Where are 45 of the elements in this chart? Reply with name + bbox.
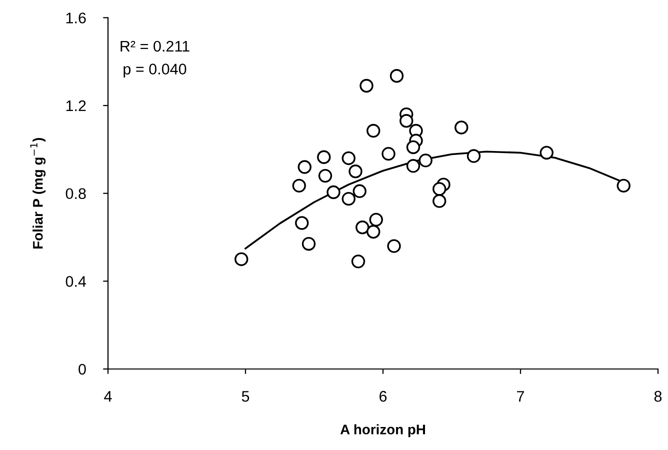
point (540, 146, 554, 160)
point (295, 216, 309, 230)
point (466, 149, 481, 163)
y-tick-label: 1.2 (66, 100, 86, 112)
point (366, 224, 380, 239)
x-axis-title: A horizon pH (340, 424, 426, 438)
point (348, 164, 362, 178)
annotation: p = 0.040 (124, 64, 186, 78)
annotation: R² = 0.211 (120, 40, 190, 52)
point (318, 168, 332, 183)
point (369, 212, 383, 227)
point (387, 239, 401, 253)
point (454, 120, 468, 134)
point (292, 178, 306, 193)
y-tick-label: 0.8 (66, 188, 86, 200)
point (317, 150, 331, 164)
point (342, 192, 356, 206)
point (418, 154, 432, 168)
point (616, 178, 630, 193)
point (382, 146, 396, 161)
point (366, 124, 380, 138)
point (234, 252, 248, 266)
point (432, 194, 446, 208)
x-tick-label: 6 (380, 390, 387, 402)
x-tick-label: 5 (242, 391, 250, 402)
point (356, 220, 370, 234)
point (351, 254, 366, 268)
y-tick-label: 0.4 (66, 276, 86, 287)
point (406, 140, 420, 154)
point (298, 160, 312, 174)
x-tick-label: 8 (654, 390, 662, 402)
y-tick-label: 0 (78, 364, 86, 375)
y-axis-title: Foliar P (mg g$^{−1}$) (30, 138, 46, 248)
y-tick-label: 1.6 (66, 12, 86, 24)
point (326, 185, 340, 200)
x-tick-label: 7 (517, 391, 524, 402)
x-tick-label: 4 (104, 391, 112, 402)
point (390, 69, 404, 83)
point (432, 182, 446, 196)
point (302, 237, 316, 251)
point (360, 78, 374, 93)
point (400, 114, 414, 128)
point (406, 159, 420, 173)
point (342, 151, 356, 166)
point (352, 184, 366, 198)
